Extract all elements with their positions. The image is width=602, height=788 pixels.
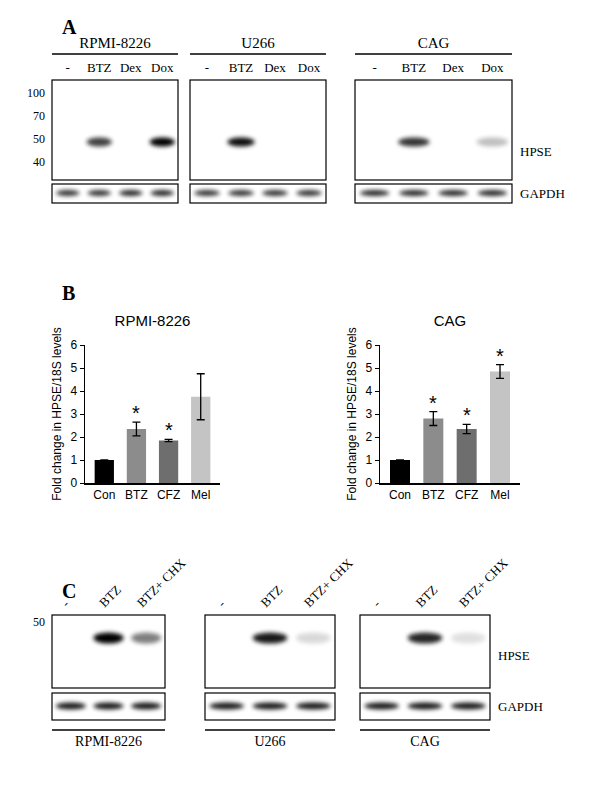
svg-text:C: C — [62, 580, 76, 602]
svg-text:CAG: CAG — [434, 312, 467, 329]
svg-text:Dex: Dex — [120, 60, 142, 75]
svg-text:5: 5 — [365, 361, 372, 375]
svg-text:*: * — [429, 392, 437, 414]
svg-text:*: * — [496, 345, 504, 367]
svg-text:BTZ: BTZ — [258, 582, 286, 610]
svg-text:3: 3 — [70, 407, 77, 421]
svg-text:-: - — [58, 596, 72, 610]
svg-text:BTZ+ CHX: BTZ+ CHX — [456, 555, 511, 610]
svg-text:Dex: Dex — [442, 60, 464, 75]
svg-text:BTZ: BTZ — [422, 488, 445, 502]
svg-text:40: 40 — [33, 155, 45, 169]
svg-text:1: 1 — [70, 453, 77, 467]
svg-text:*: * — [132, 402, 140, 424]
svg-text:4: 4 — [70, 384, 77, 398]
svg-text:RPMI-8226: RPMI-8226 — [75, 734, 142, 749]
svg-text:0: 0 — [365, 476, 372, 490]
svg-text:CFZ: CFZ — [455, 488, 478, 502]
svg-text:Con: Con — [389, 488, 411, 502]
svg-text:-: - — [205, 60, 209, 75]
svg-text:*: * — [463, 404, 471, 426]
svg-text:RPMI-8226: RPMI-8226 — [79, 35, 151, 51]
svg-text:1: 1 — [365, 453, 372, 467]
svg-text:Mel: Mel — [490, 488, 509, 502]
svg-text:6: 6 — [365, 338, 372, 352]
svg-text:RPMI-8226: RPMI-8226 — [115, 312, 191, 329]
svg-text:Fold change in HPSE/18S levels: Fold change in HPSE/18S levels — [50, 327, 64, 500]
svg-text:0: 0 — [70, 476, 77, 490]
svg-text:U266: U266 — [241, 35, 275, 51]
svg-text:GAPDH: GAPDH — [498, 699, 543, 714]
svg-text:-: - — [214, 596, 228, 610]
svg-text:BTZ: BTZ — [125, 488, 148, 502]
svg-text:HPSE: HPSE — [498, 648, 530, 663]
svg-text:BTZ: BTZ — [87, 60, 112, 75]
svg-text:6: 6 — [70, 338, 77, 352]
svg-text:CAG: CAG — [410, 734, 440, 749]
svg-text:5: 5 — [70, 361, 77, 375]
svg-text:CAG: CAG — [418, 35, 450, 51]
svg-text:50: 50 — [33, 615, 45, 629]
svg-text:Dox: Dox — [151, 60, 174, 75]
svg-text:Dox: Dox — [481, 60, 504, 75]
svg-text:BTZ+ CHX: BTZ+ CHX — [134, 555, 189, 610]
svg-text:50: 50 — [33, 132, 45, 146]
svg-text:A: A — [62, 16, 77, 38]
svg-text:Fold change in HPSE/18S levels: Fold change in HPSE/18S levels — [345, 327, 359, 500]
svg-text:100: 100 — [27, 86, 45, 100]
svg-text:BTZ+ CHX: BTZ+ CHX — [301, 555, 356, 610]
svg-text:-: - — [372, 60, 376, 75]
svg-text:U266: U266 — [254, 734, 285, 749]
svg-text:3: 3 — [365, 407, 372, 421]
svg-text:BTZ: BTZ — [402, 60, 427, 75]
svg-text:4: 4 — [365, 384, 372, 398]
svg-text:*: * — [165, 419, 173, 441]
svg-text:GAPDH: GAPDH — [520, 186, 565, 201]
svg-text:2: 2 — [70, 430, 77, 444]
svg-text:HPSE: HPSE — [520, 144, 552, 159]
svg-text:Dex: Dex — [264, 60, 286, 75]
svg-text:-: - — [369, 596, 383, 610]
svg-text:CFZ: CFZ — [157, 488, 180, 502]
svg-text:BTZ: BTZ — [229, 60, 254, 75]
svg-text:B: B — [62, 282, 75, 304]
svg-text:Mel: Mel — [191, 488, 210, 502]
svg-text:-: - — [66, 60, 70, 75]
svg-text:BTZ: BTZ — [413, 582, 441, 610]
svg-text:BTZ: BTZ — [96, 582, 124, 610]
svg-text:Dox: Dox — [298, 60, 321, 75]
svg-text:Con: Con — [93, 488, 115, 502]
svg-text:70: 70 — [33, 109, 45, 123]
svg-text:2: 2 — [365, 430, 372, 444]
